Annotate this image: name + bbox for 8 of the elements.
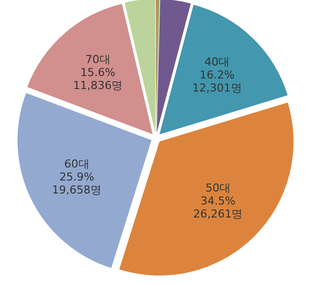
data-label: 15.6% 11,836명 <box>73 66 123 92</box>
data-label: 25.9% 19,658명 <box>52 170 102 197</box>
data-label: 34.5% 26,261명 <box>193 194 243 221</box>
slice-label: 40대 <box>204 56 230 69</box>
slice-label: 50대 <box>206 182 230 195</box>
slice-label: 70대 <box>85 52 110 66</box>
data-label: 16.2% 12,301명 <box>192 68 242 95</box>
slice-label: 60대 <box>64 158 90 171</box>
